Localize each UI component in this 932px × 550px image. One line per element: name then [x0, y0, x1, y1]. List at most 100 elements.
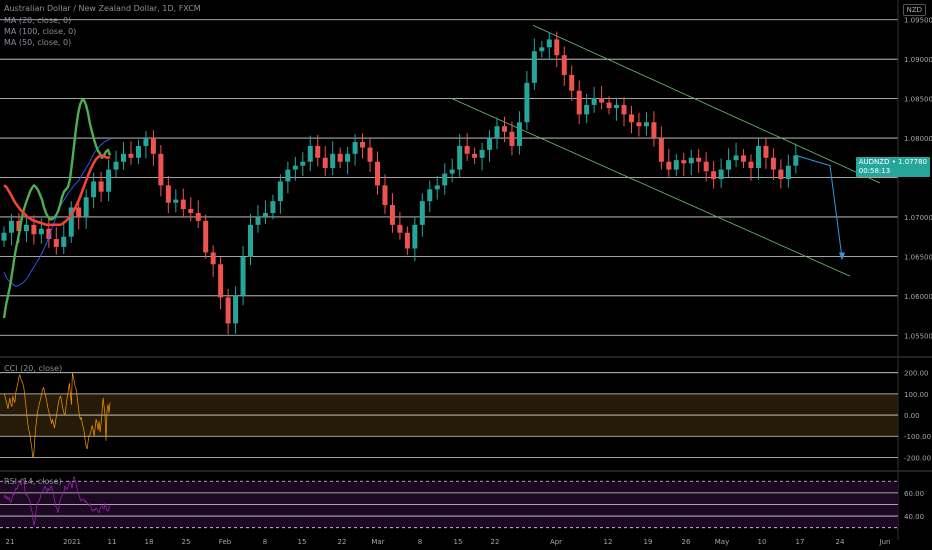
candle-up: [292, 165, 298, 170]
cci-pane: 200.00 100.00 0.00 -100.00 -200.00: [0, 370, 931, 462]
candle-up: [285, 169, 291, 182]
candle-up: [673, 160, 679, 170]
ma100-legend[interactable]: MA (100, close, 0): [4, 27, 77, 36]
candle-down: [397, 224, 403, 233]
candle-down: [658, 138, 664, 162]
time-tick-label: 21: [6, 538, 15, 546]
candle-up: [270, 201, 276, 213]
candle-up: [427, 189, 433, 202]
candle-up: [643, 122, 649, 127]
cci-tick-label: -100.00: [904, 433, 931, 441]
time-tick-label: Apr: [550, 538, 562, 546]
candle-down: [561, 55, 567, 75]
candle-down: [509, 131, 515, 146]
candle-up: [726, 160, 732, 170]
projection-arrowhead: [839, 252, 845, 261]
time-tick-label: 12: [604, 538, 613, 546]
candle-down: [464, 145, 470, 154]
candle-down: [621, 104, 627, 115]
candle-up: [61, 236, 67, 247]
candle-up: [255, 216, 261, 225]
candle-down: [375, 161, 380, 186]
price-tick-label: 1.09000: [904, 56, 932, 64]
rsi-tick-label: 60.00: [904, 490, 924, 498]
candle-up: [434, 185, 440, 190]
price-axis[interactable]: 1.09500 1.09000 1.08500 1.08000 1.07000 1.065…: [897, 0, 932, 540]
candle-down: [76, 207, 82, 217]
candle-down: [158, 153, 164, 186]
price-tick-label: 1.08000: [904, 135, 932, 143]
time-tick-label: 24: [836, 538, 845, 546]
cci-line: [3, 372, 111, 458]
ma50-legend[interactable]: MA (50, close, 0): [4, 38, 72, 47]
candle-up: [419, 201, 425, 225]
candle-up: [330, 153, 336, 169]
candle-up: [143, 138, 149, 146]
candle-up: [277, 181, 283, 202]
candle-down: [569, 74, 575, 91]
time-tick-label: 2021: [63, 538, 81, 546]
time-axis[interactable]: 21 2021 11 18 25 Feb 8 15 22 Mar 8 15 22 Apr 12 19 26 May…: [6, 538, 891, 546]
candle-down: [404, 232, 410, 249]
candle-up: [584, 104, 590, 115]
moving-average-lines: [2, 98, 112, 319]
candle-up: [262, 213, 268, 217]
candle-up: [345, 153, 351, 162]
candle-up: [307, 145, 313, 162]
cci-legend[interactable]: CCI (20, close): [4, 364, 63, 373]
candle-down: [778, 169, 784, 180]
currency-badge[interactable]: NZD: [902, 4, 926, 16]
candle-down: [188, 209, 194, 213]
candle-down: [599, 98, 605, 103]
candle-up: [1, 232, 7, 241]
chart-title: Australian Dollar / New Zealand Dollar, …: [4, 4, 201, 13]
candle-up: [23, 224, 29, 232]
candle-up: [516, 122, 522, 146]
bar-countdown: 00:58:13: [858, 167, 891, 175]
price-tick-label: 1.08500: [904, 96, 932, 104]
candle-up: [68, 207, 74, 237]
candle-down: [703, 161, 709, 172]
candle-down: [681, 160, 687, 164]
candle-down: [696, 157, 702, 162]
candle-down: [382, 185, 388, 206]
candle-up: [494, 126, 500, 139]
price-tick-label: 1.07000: [904, 214, 932, 222]
price-grid: [0, 19, 932, 472]
candle-down: [360, 142, 366, 148]
candle-down: [770, 157, 776, 170]
candle-down: [16, 220, 22, 232]
candle-down: [389, 205, 395, 225]
candle-up: [755, 145, 761, 169]
candle-up: [479, 149, 485, 158]
time-tick-label: Mar: [371, 538, 384, 546]
candle-up: [83, 197, 89, 217]
time-tick-label: 10: [758, 538, 767, 546]
candle-down: [180, 199, 186, 210]
time-tick-label: 19: [644, 538, 653, 546]
time-tick-label: 15: [454, 538, 463, 546]
ma20-legend[interactable]: MA (20, close, 0): [4, 16, 72, 25]
candle-up: [539, 47, 545, 52]
candle-down: [53, 239, 59, 247]
candle-down: [576, 90, 582, 115]
rsi-legend[interactable]: RSI (14, close): [4, 477, 62, 486]
candle-down: [150, 138, 156, 154]
price-tick-label: 1.05500: [904, 332, 932, 340]
cci-tick-label: 200.00: [904, 370, 929, 378]
candle-down: [46, 228, 52, 240]
candle-down: [98, 181, 104, 192]
cci-tick-label: -200.00: [904, 454, 931, 462]
candle-up: [106, 169, 112, 192]
candle-up: [688, 157, 694, 164]
candle-up: [412, 224, 418, 249]
candle-down: [337, 153, 343, 162]
candle-down: [225, 297, 231, 324]
ma20-line: [2, 98, 112, 319]
candle-down: [322, 157, 328, 169]
candle-up: [733, 155, 739, 161]
candle-down: [628, 114, 634, 123]
candle-down: [554, 39, 560, 56]
candle-down: [741, 155, 747, 162]
